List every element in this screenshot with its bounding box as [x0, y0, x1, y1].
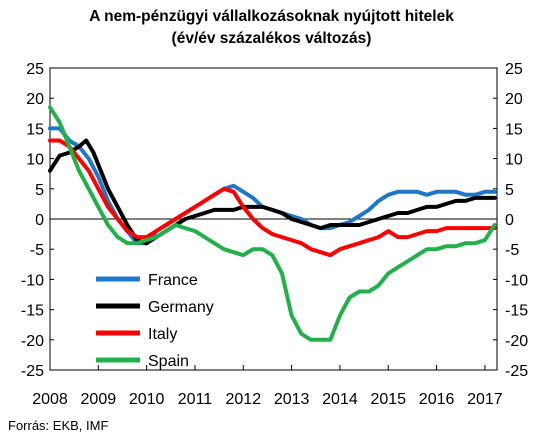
y-tick-label-left: -5 — [30, 242, 44, 259]
x-tick-label: 2010 — [129, 391, 165, 408]
y-tick-label-right: -25 — [505, 363, 528, 380]
y-tick-label-right: 10 — [505, 152, 523, 169]
x-tick-label: 2009 — [81, 391, 117, 408]
y-tick-label-right: -15 — [505, 303, 528, 320]
legend-label-france: France — [148, 272, 198, 289]
y-tick-label-right: 25 — [505, 61, 523, 78]
chart-subtitle: (év/év százalékos változás) — [171, 30, 372, 47]
y-tick-label-left: -15 — [21, 303, 44, 320]
x-tick-label: 2017 — [467, 391, 503, 408]
y-tick-label-left: 5 — [35, 182, 44, 199]
legend-label-italy: Italy — [148, 326, 177, 343]
y-tick-label-left: -20 — [21, 333, 44, 350]
x-tick-label: 2014 — [322, 391, 358, 408]
x-tick-label: 2015 — [370, 391, 406, 408]
y-tick-label-right: 5 — [505, 182, 514, 199]
series-line-spain — [48, 105, 497, 342]
y-tick-label-left: -10 — [21, 272, 44, 289]
y-tick-label-left: -25 — [21, 363, 44, 380]
series-line-france — [48, 126, 497, 246]
y-tick-label-right: 15 — [505, 121, 523, 138]
y-tick-label-right: -10 — [505, 272, 528, 289]
chart-title: A nem-pénzügyi vállalkozásoknak nyújtott… — [89, 8, 454, 25]
legend: France Germany Italy Spain — [96, 272, 214, 370]
x-tick-label: 2016 — [419, 391, 455, 408]
x-tick-label: 2008 — [32, 391, 68, 408]
y-tick-label-right: 20 — [505, 91, 523, 108]
y-tick-label-left: 10 — [26, 152, 44, 169]
x-tick-label: 2012 — [226, 391, 262, 408]
y-tick-label-left: 15 — [26, 121, 44, 138]
legend-label-spain: Spain — [148, 353, 189, 370]
legend-label-germany: Germany — [148, 299, 214, 316]
y-tick-label-left: 0 — [35, 212, 44, 229]
source-note: Forrás: EKB, IMF — [8, 418, 109, 433]
y-tick-label-left: 25 — [26, 61, 44, 78]
x-tick-label: 2011 — [178, 391, 213, 408]
y-tick-label-left: 20 — [26, 91, 44, 108]
series-lines — [48, 105, 497, 342]
y-tick-label-right: -5 — [505, 242, 519, 259]
series-line-italy — [48, 138, 497, 258]
series-line-germany — [48, 138, 497, 246]
x-tick-label: 2013 — [274, 391, 310, 408]
y-tick-label-right: -20 — [505, 333, 528, 350]
y-tick-label-right: 0 — [505, 212, 514, 229]
